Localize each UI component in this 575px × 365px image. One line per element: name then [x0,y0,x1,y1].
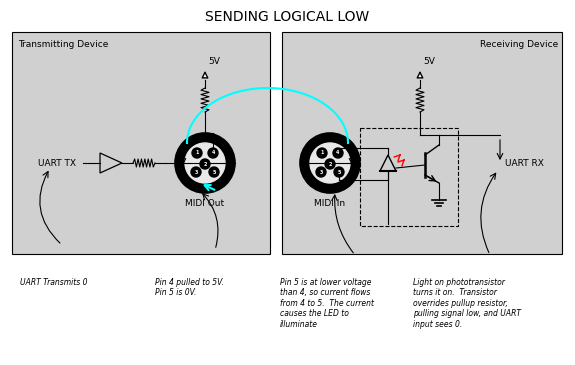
Text: 5: 5 [212,169,216,174]
Text: 5: 5 [338,169,340,174]
Text: Receiving Device: Receiving Device [480,40,558,49]
Text: Transmitting Device: Transmitting Device [18,40,108,49]
Text: 3: 3 [194,169,198,174]
Text: 4: 4 [336,150,340,155]
Circle shape [333,148,343,158]
Text: Light on phototransistor
turns it on.  Transistor
overrides pullup resistor,
pul: Light on phototransistor turns it on. Tr… [413,278,521,328]
Text: 1: 1 [196,150,199,155]
Circle shape [209,167,219,177]
Text: UART RX: UART RX [505,158,544,168]
Circle shape [185,143,225,183]
Bar [360,128,458,226]
Text: Pin 4 pulled to 5V.
Pin 5 is 0V.: Pin 4 pulled to 5V. Pin 5 is 0V. [155,278,224,297]
Circle shape [200,159,210,169]
Bar [282,32,562,254]
Circle shape [300,133,360,193]
Text: MIDI In: MIDI In [315,199,346,208]
Circle shape [316,167,326,177]
Circle shape [334,167,344,177]
Circle shape [310,143,350,183]
Text: 3: 3 [319,169,323,174]
Circle shape [317,148,327,158]
Circle shape [191,167,201,177]
Circle shape [208,148,218,158]
Text: 2: 2 [328,161,332,166]
Text: 5V: 5V [423,57,435,66]
Text: SENDING LOGICAL LOW: SENDING LOGICAL LOW [205,10,369,24]
Bar [12,32,270,254]
Text: 4: 4 [212,150,214,155]
Text: 1: 1 [320,150,324,155]
Text: 5V: 5V [208,57,220,66]
Text: MIDI Out: MIDI Out [185,199,225,208]
Text: Pin 5 is at lower voltage
than 4, so current flows
from 4 to 5.  The current
cau: Pin 5 is at lower voltage than 4, so cur… [280,278,374,328]
Circle shape [325,159,335,169]
Text: 2: 2 [204,161,206,166]
Circle shape [192,148,202,158]
Text: UART TX: UART TX [38,158,76,168]
Circle shape [175,133,235,193]
Text: UART Transmits 0: UART Transmits 0 [20,278,87,287]
